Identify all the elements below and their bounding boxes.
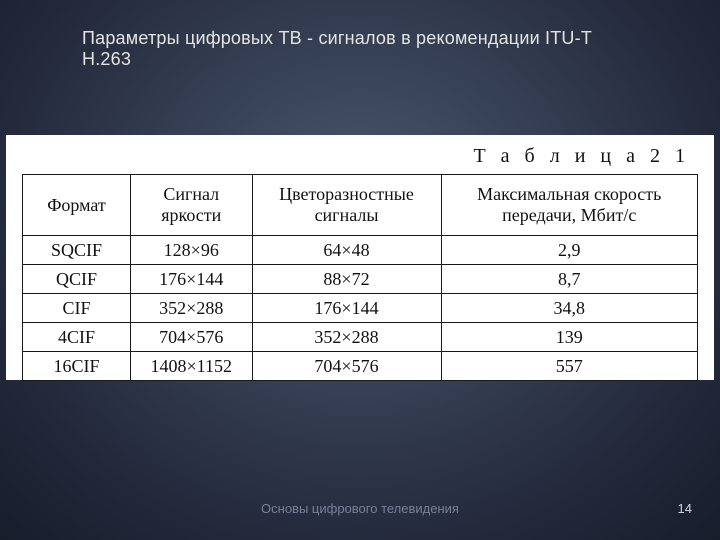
cell-luma: 1408×1152 (131, 352, 253, 381)
cell-luma: 176×144 (131, 265, 253, 294)
col-header-luma: Сигнал яркости (131, 175, 253, 236)
slide: Параметры цифровых ТВ - сигналов в реком… (0, 0, 720, 540)
slide-title: Параметры цифровых ТВ - сигналов в реком… (82, 28, 640, 70)
table-panel: Т а б л и ц а 2 1 Формат Сигнал яркости … (6, 135, 714, 380)
cell-format: QCIF (23, 265, 131, 294)
cell-luma: 128×96 (131, 236, 253, 265)
cell-format: 4CIF (23, 323, 131, 352)
cell-luma: 352×288 (131, 294, 253, 323)
cell-chroma: 176×144 (252, 294, 441, 323)
cell-luma: 704×576 (131, 323, 253, 352)
table-row: SQCIF 128×96 64×48 2,9 (23, 236, 698, 265)
data-table: Формат Сигнал яркости Цветоразностные си… (22, 174, 698, 381)
cell-bitrate: 2,9 (441, 236, 698, 265)
page-number: 14 (678, 501, 692, 516)
cell-format: SQCIF (23, 236, 131, 265)
col-header-format: Формат (23, 175, 131, 236)
table-row: 16CIF 1408×1152 704×576 557 (23, 352, 698, 381)
cell-format: 16CIF (23, 352, 131, 381)
col-header-bitrate: Максимальная скорость передачи, Мбит/с (441, 175, 698, 236)
cell-format: CIF (23, 294, 131, 323)
cell-chroma: 704×576 (252, 352, 441, 381)
cell-bitrate: 139 (441, 323, 698, 352)
col-header-chroma: Цветоразностные сигналы (252, 175, 441, 236)
cell-chroma: 88×72 (252, 265, 441, 294)
cell-chroma: 352×288 (252, 323, 441, 352)
cell-bitrate: 8,7 (441, 265, 698, 294)
table-row: 4CIF 704×576 352×288 139 (23, 323, 698, 352)
table-caption: Т а б л и ц а 2 1 (22, 145, 690, 168)
table-row: QCIF 176×144 88×72 8,7 (23, 265, 698, 294)
cell-bitrate: 557 (441, 352, 698, 381)
table-row: CIF 352×288 176×144 34,8 (23, 294, 698, 323)
cell-bitrate: 34,8 (441, 294, 698, 323)
footer-text: Основы цифрового телевидения (0, 501, 720, 516)
cell-chroma: 64×48 (252, 236, 441, 265)
table-header-row: Формат Сигнал яркости Цветоразностные си… (23, 175, 698, 236)
